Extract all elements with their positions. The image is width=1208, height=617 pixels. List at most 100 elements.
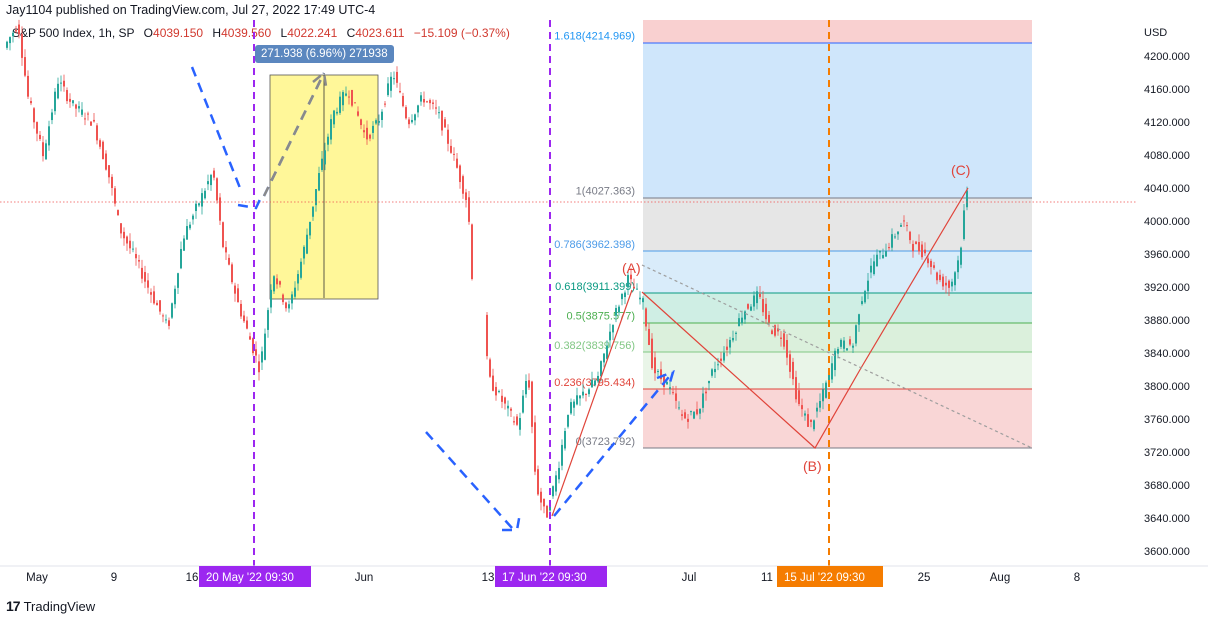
candle [579,395,581,406]
candle [435,99,437,115]
candle [570,398,572,415]
candle [33,106,35,129]
candle [441,110,443,136]
ohlc-legend: S&P 500 Index, 1h, SP O4039.150 H4039.56… [12,26,510,40]
publish-header: Jay1104 published on TradingView.com, Ju… [6,3,376,17]
candle [42,135,44,162]
close-label: C [346,26,356,40]
candle [162,313,164,323]
candle [774,324,776,338]
price-axis[interactable]: USD 3600.000 3640.000 3680.000 3720.000 3760… [1136,20,1208,566]
candle [303,245,305,265]
candle [447,124,449,152]
candle [237,283,239,303]
candle [876,249,878,267]
candle [144,265,146,289]
candle [519,412,521,436]
footer-brand[interactable]: 17 TradingView [6,598,95,614]
date-tag-2: 17 Jun '22 09:30 [495,566,607,587]
candle [696,401,698,416]
candle [411,114,413,124]
candle [516,414,518,427]
fib-zone-0786 [643,251,1032,293]
fib-label-1: 1(4027.363) [576,185,635,197]
candle [129,233,131,254]
candle [591,371,593,388]
candle [765,298,767,324]
candle [138,254,140,269]
candle [711,368,713,378]
candle [927,255,929,268]
candle [333,109,335,129]
candle [66,87,68,105]
candle [318,166,320,192]
candle [282,293,284,305]
y-tick-label: 3600.000 [1144,546,1190,558]
candle [729,336,731,355]
candle [123,227,125,246]
candle [534,415,536,476]
candle [492,368,494,392]
candle [585,393,587,402]
candle [12,30,14,43]
candle [192,213,194,225]
candle [246,316,248,330]
candle [99,138,101,150]
candle [951,278,953,292]
candle [540,487,542,511]
time-axis[interactable]: May 9 16 Jun 13 Jul 11 25 Aug 8 20 May '22 09:30 … [0,565,1208,587]
candle [312,206,314,221]
candle [489,357,491,378]
candle [78,101,80,113]
candle [675,385,677,409]
fib-zone-0618 [643,293,1032,323]
candle [393,71,395,85]
candle [699,408,701,420]
candle [198,202,200,208]
candle [882,248,884,259]
candle [639,291,641,305]
x-tick-label: Aug [990,572,1010,584]
candle [264,328,266,361]
candle [273,275,275,295]
y-tick-label: 3760.000 [1144,414,1190,426]
x-tick-label: 13 [482,572,495,584]
candle [783,329,785,350]
candle [798,382,800,407]
y-tick-label: 3640.000 [1144,513,1190,525]
candle [924,242,926,256]
candle [222,221,224,249]
candle [21,26,23,66]
candle [195,200,197,219]
candle [354,102,356,104]
candle [306,228,308,255]
candle [390,72,392,98]
candle [159,299,161,315]
candle [72,100,74,107]
candle [438,106,440,119]
candle [84,112,86,126]
candle [654,351,656,381]
y-tick-label: 4040.000 [1144,183,1190,195]
candle [900,222,902,227]
candle [414,113,416,126]
fib-zone-top-red [643,20,1032,43]
candle [843,336,845,352]
candle [813,419,815,432]
candle [693,410,695,420]
symbol-name[interactable]: S&P 500 Index, 1h, SP [12,26,135,40]
candle [543,498,545,514]
candle [153,285,155,305]
candle [426,100,428,103]
candle [645,307,647,331]
candle [300,258,302,280]
candle [285,301,287,312]
candle [63,74,65,92]
candle [459,164,461,189]
candle [597,371,599,383]
candle [612,324,614,340]
candle [351,89,353,108]
fib-zone-0236 [643,389,1032,448]
y-tick-label: 3680.000 [1144,480,1190,492]
